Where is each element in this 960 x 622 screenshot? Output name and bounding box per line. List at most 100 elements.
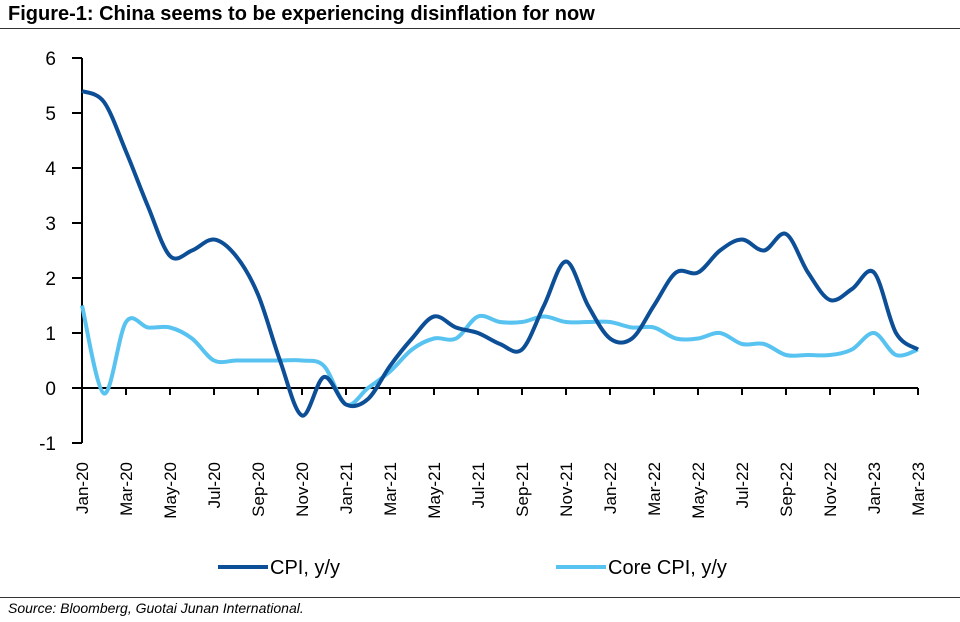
data-point bbox=[410, 348, 414, 352]
data-point bbox=[300, 414, 304, 418]
x-tick-label: Jul-21 bbox=[469, 462, 488, 508]
data-point bbox=[454, 337, 458, 341]
data-point bbox=[850, 348, 854, 352]
data-point bbox=[520, 320, 524, 324]
data-point bbox=[256, 293, 260, 297]
data-point bbox=[630, 326, 634, 330]
data-point bbox=[564, 320, 568, 324]
data-point bbox=[234, 359, 238, 363]
x-tick-label: Sep-20 bbox=[249, 462, 268, 517]
data-point bbox=[762, 249, 766, 253]
x-tick-label: Nov-21 bbox=[557, 462, 576, 517]
y-tick-label: -1 bbox=[39, 434, 56, 455]
data-point bbox=[828, 353, 832, 357]
data-point bbox=[168, 254, 172, 258]
data-point bbox=[256, 359, 260, 363]
data-point bbox=[278, 359, 282, 363]
x-tick-label: Nov-20 bbox=[293, 462, 312, 517]
data-point bbox=[476, 315, 480, 319]
data-point bbox=[872, 331, 876, 335]
y-tick-label: 6 bbox=[45, 49, 56, 70]
data-point bbox=[784, 232, 788, 236]
data-point bbox=[498, 320, 502, 324]
data-point bbox=[718, 249, 722, 253]
data-point bbox=[740, 342, 744, 346]
data-point bbox=[740, 238, 744, 242]
source-divider bbox=[0, 597, 960, 598]
cpi-line bbox=[81, 89, 920, 418]
data-point bbox=[806, 271, 810, 275]
x-tick-label: Mar-21 bbox=[381, 462, 400, 516]
y-tick-label: 3 bbox=[45, 214, 56, 235]
title-divider bbox=[0, 28, 960, 29]
data-point bbox=[168, 326, 172, 330]
data-point bbox=[432, 337, 436, 341]
x-tick-label: Sep-21 bbox=[513, 462, 532, 517]
data-point bbox=[388, 364, 392, 368]
data-point bbox=[454, 326, 458, 330]
y-tick-label: 2 bbox=[45, 269, 56, 290]
data-point bbox=[784, 353, 788, 357]
data-point bbox=[80, 89, 84, 93]
data-point bbox=[652, 304, 656, 308]
data-point bbox=[366, 386, 370, 390]
data-point bbox=[300, 359, 304, 363]
data-point bbox=[146, 326, 150, 330]
data-point bbox=[806, 353, 810, 357]
legend-label: Core CPI, y/y bbox=[608, 557, 727, 579]
data-point bbox=[586, 304, 590, 308]
chart-title: Figure-1: China seems to be experiencing… bbox=[8, 3, 595, 25]
data-point bbox=[146, 205, 150, 209]
x-tick-label: May-22 bbox=[689, 462, 708, 519]
data-point bbox=[212, 238, 216, 242]
data-point bbox=[190, 249, 194, 253]
data-point bbox=[432, 315, 436, 319]
data-point bbox=[322, 375, 326, 379]
data-point bbox=[894, 353, 898, 357]
x-tick-label: Jan-22 bbox=[601, 462, 620, 514]
core-cpi-line bbox=[80, 305, 919, 408]
series-lines bbox=[80, 89, 920, 418]
data-point bbox=[498, 342, 502, 346]
data-point bbox=[542, 304, 546, 308]
data-point bbox=[608, 320, 612, 324]
y-tick-label: 1 bbox=[45, 324, 56, 345]
x-tick-label: Mar-22 bbox=[645, 462, 664, 516]
data-point bbox=[344, 403, 348, 407]
data-point bbox=[718, 331, 722, 335]
data-point bbox=[542, 315, 546, 319]
y-tick-label: 4 bbox=[45, 159, 56, 180]
data-point bbox=[520, 348, 524, 352]
data-point bbox=[80, 304, 84, 308]
data-point bbox=[850, 287, 854, 291]
x-tick-label: Jan-20 bbox=[73, 462, 92, 514]
data-point bbox=[124, 150, 128, 154]
x-tick-label: Jul-22 bbox=[733, 462, 752, 508]
x-tick-label: Jul-20 bbox=[205, 462, 224, 508]
data-point bbox=[234, 254, 238, 258]
data-point bbox=[674, 271, 678, 275]
data-point bbox=[828, 298, 832, 302]
data-point bbox=[652, 326, 656, 330]
data-point bbox=[762, 342, 766, 346]
x-axis: Jan-20 Mar-20 May-20 Jul-20 Sep-20 Nov-20 Jan-… bbox=[72, 387, 928, 519]
data-point bbox=[894, 331, 898, 335]
data-point bbox=[476, 331, 480, 335]
data-point bbox=[102, 100, 106, 104]
y-tick-label: 5 bbox=[45, 104, 56, 125]
x-tick-label: Sep-22 bbox=[777, 462, 796, 517]
x-tick-label: Jan-23 bbox=[865, 462, 884, 514]
x-tick-label: May-21 bbox=[425, 462, 444, 519]
data-point bbox=[410, 337, 414, 341]
data-point bbox=[124, 320, 128, 324]
legend: CPI, y/y Core CPI, y/y bbox=[218, 557, 727, 579]
data-point bbox=[674, 337, 678, 341]
x-tick-label: Nov-22 bbox=[821, 462, 840, 517]
data-point bbox=[696, 271, 700, 275]
data-point bbox=[608, 337, 612, 341]
data-point bbox=[916, 348, 920, 352]
legend-label: CPI, y/y bbox=[270, 557, 340, 579]
data-point bbox=[630, 337, 634, 341]
data-point bbox=[366, 397, 370, 401]
